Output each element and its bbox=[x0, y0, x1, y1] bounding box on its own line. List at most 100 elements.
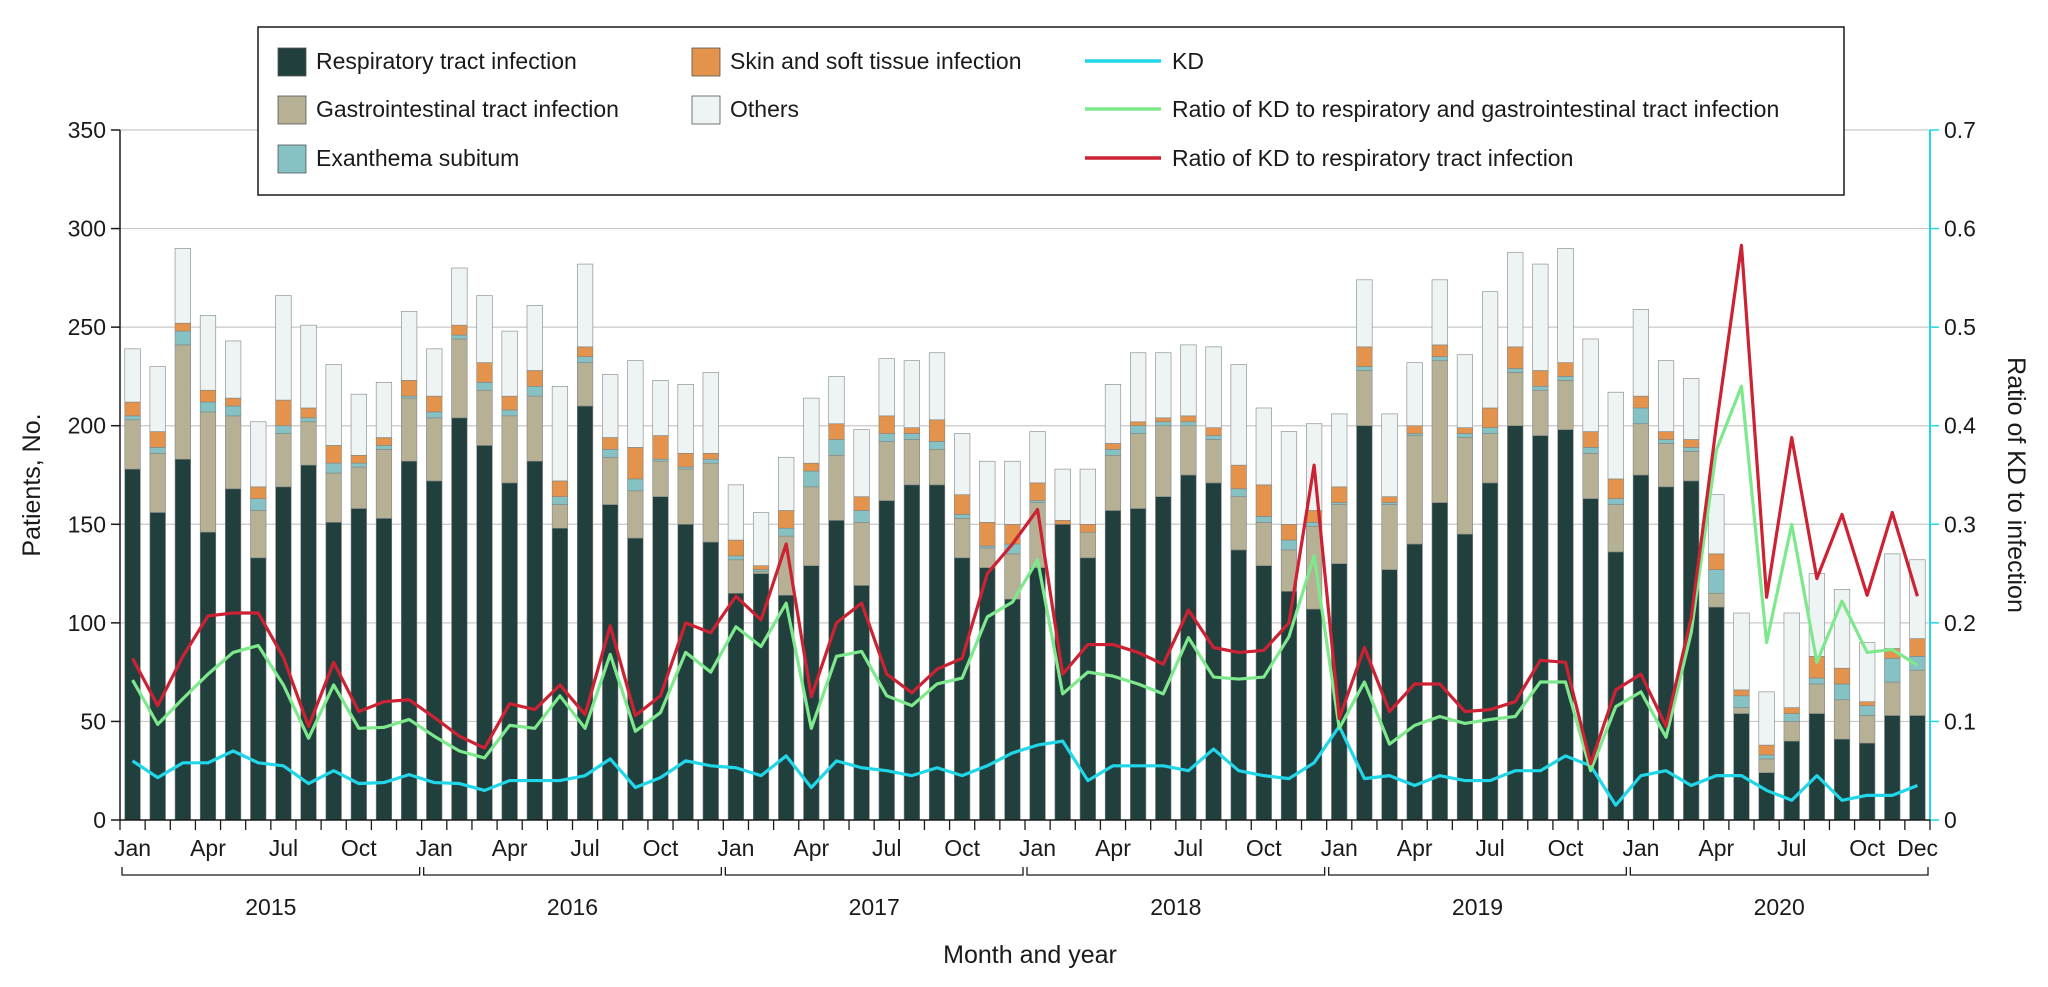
bar-exanthema bbox=[1180, 421, 1197, 427]
legend-swatch-gi bbox=[277, 95, 307, 125]
bar-skin bbox=[1708, 553, 1725, 570]
year-bracket bbox=[1026, 867, 1326, 876]
legend-swatch-exanthema bbox=[277, 144, 307, 174]
x-month-label: Oct bbox=[1548, 835, 1584, 861]
line-kd bbox=[131, 724, 1919, 807]
bar-gi bbox=[1255, 522, 1272, 566]
bar-gi bbox=[1657, 443, 1675, 488]
bar-others bbox=[149, 366, 166, 432]
bar-skin bbox=[853, 496, 870, 511]
bar-exanthema bbox=[1130, 425, 1147, 434]
bar-gi bbox=[451, 338, 468, 419]
bar-others bbox=[1104, 384, 1122, 444]
year-label: 2020 bbox=[1754, 894, 1805, 920]
x-month-label: Jul bbox=[269, 835, 298, 861]
x-axis-title: Month and year bbox=[943, 941, 1117, 969]
bar-exanthema bbox=[878, 433, 895, 442]
bar-resp bbox=[1808, 713, 1825, 821]
x-month-label: Jul bbox=[872, 835, 901, 861]
bar-exanthema bbox=[1632, 407, 1649, 425]
y-tick-label: 300 bbox=[68, 216, 106, 242]
bar-exanthema bbox=[225, 405, 242, 417]
bar-resp bbox=[1431, 502, 1448, 821]
bar-skin bbox=[1507, 346, 1524, 369]
bar-exanthema bbox=[1507, 368, 1524, 373]
year-bracket bbox=[121, 867, 421, 876]
bar-exanthema bbox=[1456, 433, 1474, 438]
bar-skin bbox=[476, 362, 493, 383]
bar-exanthema bbox=[1607, 498, 1624, 505]
bar-gi bbox=[526, 395, 543, 462]
bar-exanthema bbox=[426, 411, 443, 419]
bar-skin bbox=[602, 437, 619, 450]
bar-skin bbox=[501, 395, 518, 411]
bar-others bbox=[551, 385, 569, 482]
year-label: 2019 bbox=[1452, 894, 1503, 920]
bar-resp bbox=[954, 557, 971, 821]
bar-resp bbox=[1205, 482, 1222, 821]
bar-resp bbox=[501, 482, 518, 821]
bar-gi bbox=[853, 522, 870, 586]
x-month-label: Jul bbox=[1475, 835, 1504, 861]
year-bracket bbox=[1328, 867, 1627, 876]
bar-exanthema bbox=[1783, 713, 1800, 722]
bar-others bbox=[526, 305, 543, 371]
bar-skin bbox=[1557, 362, 1574, 377]
x-month-label: Apr bbox=[1397, 835, 1433, 861]
bar-others bbox=[275, 295, 292, 401]
bar-gi bbox=[174, 344, 191, 460]
bar-others bbox=[1733, 612, 1750, 691]
bar-skin bbox=[1130, 421, 1147, 427]
bar-gi bbox=[375, 449, 393, 519]
bar-gi bbox=[325, 472, 342, 523]
legend-swatch-others bbox=[691, 95, 721, 125]
legend-label-skin: Skin and soft tissue infection bbox=[730, 48, 1022, 74]
bar-others bbox=[1180, 344, 1197, 417]
legend-label-others: Others bbox=[730, 96, 799, 122]
bar-exanthema bbox=[627, 478, 644, 492]
bar-gi bbox=[1884, 681, 1901, 716]
bar-resp bbox=[602, 504, 619, 821]
bar-gi bbox=[1507, 372, 1524, 427]
bar-resp bbox=[1909, 715, 1926, 821]
bar-skin bbox=[400, 380, 418, 397]
x-month-label: Jul bbox=[570, 835, 599, 861]
x-month-label: Oct bbox=[643, 835, 679, 861]
bar-gi bbox=[1180, 425, 1197, 476]
bar-others bbox=[225, 340, 242, 399]
bar-gi bbox=[1733, 707, 1750, 714]
bar-others bbox=[400, 311, 418, 381]
y-right-tick-label: 0.6 bbox=[1944, 216, 1976, 242]
bar-others bbox=[1859, 642, 1876, 703]
bar-others bbox=[1054, 468, 1071, 521]
bar-resp bbox=[1004, 598, 1021, 821]
bar-skin bbox=[979, 522, 996, 547]
bar-gi bbox=[400, 397, 418, 462]
bar-skin bbox=[1155, 417, 1172, 423]
bar-skin bbox=[1833, 667, 1851, 685]
legend: Respiratory tract infection Gastrointesti… bbox=[257, 26, 1845, 196]
bar-others bbox=[778, 456, 795, 511]
bar-exanthema bbox=[1582, 447, 1599, 454]
bar-resp bbox=[1632, 474, 1649, 821]
bar-exanthema bbox=[928, 441, 946, 450]
bar-exanthema bbox=[1155, 421, 1172, 427]
bar-skin bbox=[752, 565, 770, 570]
bar-skin bbox=[727, 539, 744, 557]
bar-exanthema bbox=[375, 445, 393, 450]
bar-gi bbox=[1356, 370, 1373, 427]
bar-gi bbox=[903, 439, 920, 486]
bar-skin bbox=[928, 419, 946, 442]
bar-gi bbox=[1104, 454, 1122, 511]
bar-gi bbox=[1205, 439, 1222, 484]
bar-resp bbox=[1833, 738, 1851, 821]
bar-exanthema bbox=[451, 334, 468, 340]
bar-exanthema bbox=[1255, 516, 1272, 523]
bar-resp bbox=[1130, 508, 1147, 821]
bar-resp bbox=[1406, 543, 1423, 821]
bar-skin bbox=[1733, 689, 1750, 697]
bar-resp bbox=[1884, 715, 1901, 821]
bar-exanthema bbox=[1481, 427, 1499, 434]
bar-exanthema bbox=[1104, 449, 1122, 456]
